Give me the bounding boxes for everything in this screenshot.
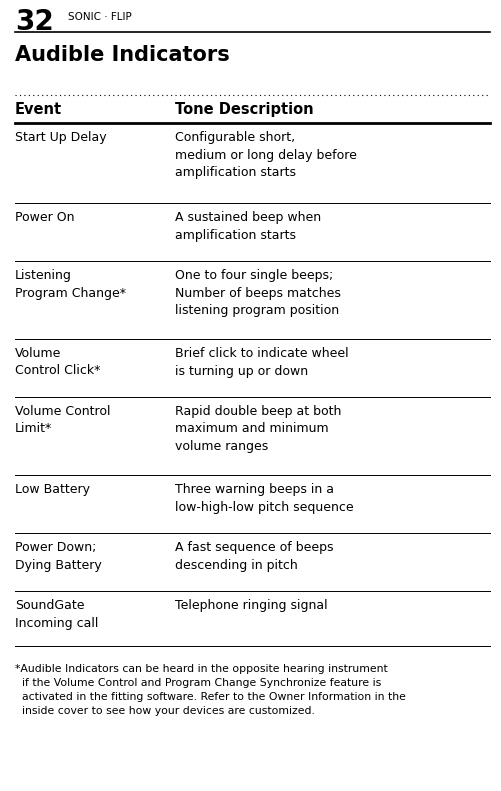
Text: 32: 32 [15,8,54,36]
Text: Configurable short,
medium or long delay before
amplification starts: Configurable short, medium or long delay… [175,131,356,179]
Text: Power Down;
Dying Battery: Power Down; Dying Battery [15,541,102,572]
Text: Volume
Control Click*: Volume Control Click* [15,347,100,377]
Text: One to four single beeps;
Number of beeps matches
listening program position: One to four single beeps; Number of beep… [175,269,340,317]
Text: SONIC · FLIP: SONIC · FLIP [68,12,131,22]
Text: Three warning beeps in a
low-high-low pitch sequence: Three warning beeps in a low-high-low pi… [175,483,353,513]
Text: Rapid double beep at both
maximum and minimum
volume ranges: Rapid double beep at both maximum and mi… [175,405,341,453]
Text: Event: Event [15,102,62,117]
Text: *Audible Indicators can be heard in the opposite hearing instrument
  if the Vol: *Audible Indicators can be heard in the … [15,664,405,716]
Text: Low Battery: Low Battery [15,483,90,496]
Text: A fast sequence of beeps
descending in pitch: A fast sequence of beeps descending in p… [175,541,333,572]
Text: Volume Control
Limit*: Volume Control Limit* [15,405,110,436]
Text: A sustained beep when
amplification starts: A sustained beep when amplification star… [175,211,321,241]
Text: Audible Indicators: Audible Indicators [15,45,229,65]
Text: Listening
Program Change*: Listening Program Change* [15,269,126,300]
Text: Power On: Power On [15,211,74,224]
Text: Telephone ringing signal: Telephone ringing signal [175,599,327,612]
Text: Start Up Delay: Start Up Delay [15,131,106,144]
Text: Tone Description: Tone Description [175,102,313,117]
Text: Brief click to indicate wheel
is turning up or down: Brief click to indicate wheel is turning… [175,347,348,377]
Text: SoundGate
Incoming call: SoundGate Incoming call [15,599,98,630]
